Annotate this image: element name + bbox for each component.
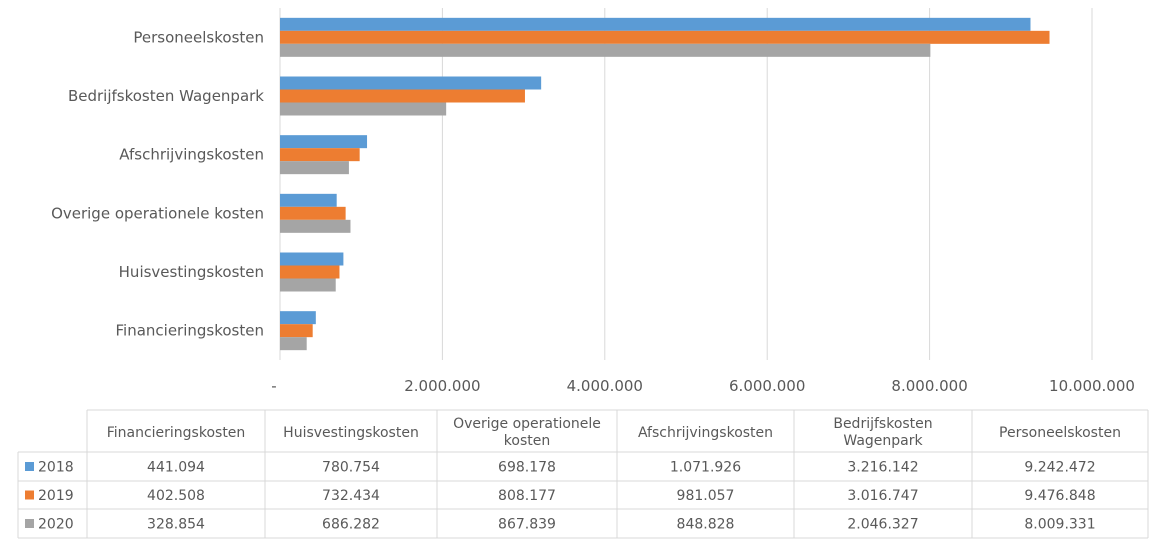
table-cell: 8.009.331 bbox=[1024, 517, 1095, 533]
bar-2018 bbox=[280, 193, 337, 207]
legend-label: 2020 bbox=[38, 517, 74, 533]
bar-2019 bbox=[280, 324, 313, 338]
bar-2020 bbox=[280, 102, 447, 116]
category-label: Bedrijfskosten Wagenpark bbox=[68, 87, 264, 105]
bar-2018 bbox=[280, 135, 368, 149]
table-cell: 2.046.327 bbox=[847, 517, 918, 533]
bar-2019 bbox=[280, 206, 346, 220]
table-cell: 3.216.142 bbox=[847, 460, 918, 476]
table-header: kosten bbox=[504, 433, 550, 449]
bar-2020 bbox=[280, 43, 931, 57]
table-header: Financieringskosten bbox=[107, 425, 246, 441]
category-label: Overige operationele kosten bbox=[51, 204, 264, 222]
table-cell: 9.476.848 bbox=[1024, 488, 1095, 504]
data-table: Financieringskosten Huisvestingskosten Ove… bbox=[17, 409, 1149, 539]
bar-2018 bbox=[280, 252, 344, 266]
table-cell: 732.434 bbox=[322, 488, 380, 504]
legend-label: 2018 bbox=[38, 460, 74, 476]
table-header: Wagenpark bbox=[843, 433, 923, 449]
legend-key-2019 bbox=[25, 490, 34, 500]
x-tick-label: - bbox=[271, 377, 276, 395]
bar-2019 bbox=[280, 148, 360, 162]
x-tick-label: 6.000.000 bbox=[729, 377, 805, 395]
table-cell: 698.178 bbox=[498, 460, 556, 476]
bar-2018 bbox=[280, 76, 542, 90]
table-cell: 808.177 bbox=[498, 488, 556, 504]
table-cell: 981.057 bbox=[677, 488, 735, 504]
table-header: Personeelskosten bbox=[999, 425, 1121, 441]
category-label: Afschrijvingskosten bbox=[119, 146, 264, 164]
x-tick-label: 2.000.000 bbox=[404, 377, 480, 395]
gridlines bbox=[279, 8, 1093, 360]
table-header: Overige operationele bbox=[453, 416, 601, 432]
legend-label: 2019 bbox=[38, 488, 74, 504]
table-header: Huisvestingskosten bbox=[283, 425, 419, 441]
category-labels: Financieringskosten Huisvestingskosten Ove… bbox=[51, 28, 264, 339]
table-cell: 1.071.926 bbox=[670, 460, 741, 476]
x-tick-label: 10.000.000 bbox=[1049, 377, 1135, 395]
x-axis-ticks: - 2.000.000 4.000.000 6.000.000 8.000.000 10.… bbox=[271, 377, 1135, 395]
bar-2020 bbox=[280, 219, 351, 233]
table-cell: 402.508 bbox=[147, 488, 205, 504]
table-cell: 328.854 bbox=[147, 517, 205, 533]
bar-2020 bbox=[280, 278, 336, 292]
bar-2019 bbox=[280, 265, 340, 279]
legend-key-2018 bbox=[25, 462, 34, 471]
category-label: Financieringskosten bbox=[116, 322, 265, 340]
table-cell: 686.282 bbox=[322, 517, 380, 533]
bar-2018 bbox=[280, 311, 316, 325]
x-tick-label: 4.000.000 bbox=[567, 377, 643, 395]
bar-2019 bbox=[280, 30, 1050, 44]
legend-key-2020 bbox=[25, 519, 34, 528]
bar-2020 bbox=[280, 161, 349, 175]
table-header: Bedrijfskosten bbox=[833, 416, 932, 432]
table-cell: 441.094 bbox=[147, 460, 205, 476]
bars bbox=[280, 17, 1050, 351]
bar-2018 bbox=[280, 17, 1031, 31]
table-header: Afschrijvingskosten bbox=[638, 425, 773, 441]
x-tick-label: 8.000.000 bbox=[891, 377, 967, 395]
table-cell: 848.828 bbox=[677, 517, 735, 533]
table-cell: 3.016.747 bbox=[847, 488, 918, 504]
bar-2020 bbox=[280, 337, 307, 351]
table-cell: 9.242.472 bbox=[1024, 460, 1095, 476]
category-label: Huisvestingskosten bbox=[119, 263, 264, 281]
bar-2019 bbox=[280, 89, 525, 103]
category-label: Personeelskosten bbox=[133, 28, 264, 46]
table-cell: 867.839 bbox=[498, 517, 556, 533]
table-cell: 780.754 bbox=[322, 460, 380, 476]
